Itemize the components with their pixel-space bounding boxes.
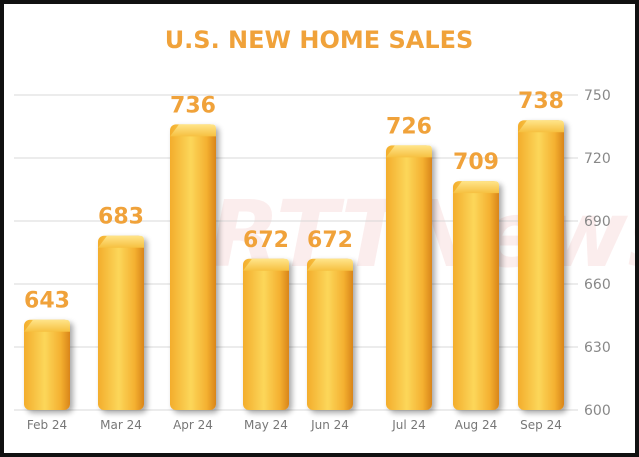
bar-top: [453, 181, 499, 194]
bar: [453, 181, 499, 410]
bar: [24, 319, 70, 410]
bar-top: [98, 235, 144, 248]
bar-body: [307, 258, 353, 410]
y-tick-label: 690: [584, 214, 611, 230]
bar-body: [518, 120, 564, 410]
bar-top: [24, 319, 70, 332]
bar-top: [307, 258, 353, 271]
bar-top: [386, 145, 432, 158]
y-tick-label: 600: [584, 403, 611, 419]
y-axis-ticks: 600 630 660 690 720 750: [584, 88, 611, 419]
category-label: May 24: [244, 418, 288, 432]
chart-title: U.S. NEW HOME SALES: [165, 26, 474, 54]
bar-body: [243, 258, 289, 410]
value-label: 736: [170, 93, 216, 118]
bar-top: [518, 120, 564, 133]
bar: [170, 124, 216, 411]
bar-top: [243, 258, 289, 271]
category-label: Aug 24: [455, 418, 498, 432]
y-tick-label: 660: [584, 277, 611, 293]
y-tick-label: 630: [584, 340, 611, 356]
bar: [518, 120, 564, 410]
value-label: 683: [98, 205, 144, 230]
bar-chart: RTTNews U.S. NEW HOME SALES 600630660690…: [14, 26, 635, 432]
category-labels: Feb 24 Mar 24 Apr 24 May 24 Jun 24 Jul 24 Aug …: [27, 418, 562, 432]
category-label: Apr 24: [173, 418, 213, 432]
value-label: 726: [386, 114, 432, 139]
bar-body: [98, 235, 144, 410]
value-labels: 643 683 736 672 672 726 709 738: [24, 89, 564, 314]
bar-body: [24, 319, 70, 410]
bars: [24, 120, 564, 411]
y-tick-label: 720: [584, 151, 611, 167]
bar: [386, 145, 432, 410]
bar-body: [170, 124, 216, 411]
bar: [307, 258, 353, 410]
value-label: 709: [453, 150, 499, 175]
bar: [243, 258, 289, 410]
value-label: 738: [518, 89, 564, 114]
bar-body: [453, 181, 499, 410]
y-tick-label: 750: [584, 88, 611, 104]
category-label: Mar 24: [100, 418, 142, 432]
category-label: Sep 24: [520, 418, 562, 432]
bar-body: [386, 145, 432, 410]
value-label: 643: [24, 289, 70, 314]
category-label: Jul 24: [391, 418, 426, 432]
bar: [98, 235, 144, 410]
category-label: Jun 24: [310, 418, 349, 432]
category-label: Feb 24: [27, 418, 67, 432]
bar-top: [170, 124, 216, 137]
value-label: 672: [307, 228, 353, 253]
value-label: 672: [243, 228, 289, 253]
